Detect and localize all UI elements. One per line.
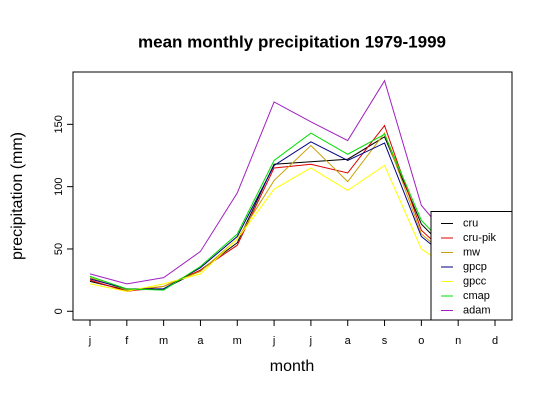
legend-label: gpcp — [463, 261, 487, 273]
series-line — [89, 79, 496, 285]
legend-box — [430, 211, 513, 321]
x-tick-label: j — [88, 335, 91, 347]
x-tick-label: d — [492, 335, 498, 347]
y-tick-label: 0 — [53, 308, 65, 314]
x-tick-label: j — [309, 335, 312, 347]
x-tick-label: n — [455, 335, 461, 347]
legend-label: cmap — [463, 290, 490, 302]
series-line — [89, 132, 496, 291]
x-axis-title: month — [270, 358, 314, 375]
legend-label: cru — [463, 217, 478, 229]
y-tick-label: 50 — [53, 243, 65, 255]
y-tick-label: 150 — [53, 115, 65, 133]
chart-title: mean monthly precipitation 1979-1999 — [138, 32, 446, 51]
series-line — [89, 132, 496, 291]
plot-frame — [72, 71, 513, 321]
x-tick-label: m — [233, 335, 242, 347]
legend-label: adam — [463, 304, 491, 316]
x-tick-label: f — [125, 335, 129, 347]
legend-label: mw — [463, 246, 480, 258]
series-line — [89, 164, 496, 292]
x-tick-label: a — [345, 335, 352, 347]
x-tick-label: m — [159, 335, 168, 347]
legend-label: cru-pik — [463, 232, 497, 244]
y-tick-label: 100 — [53, 177, 65, 195]
series-line — [89, 141, 496, 290]
x-tick-label: j — [272, 335, 275, 347]
x-tick-label: o — [418, 335, 424, 347]
legend-label: gpcc — [463, 275, 487, 287]
y-axis-title: precipitation (mm) — [9, 132, 26, 260]
x-tick-label: s — [382, 335, 388, 347]
x-tick-label: a — [197, 335, 204, 347]
